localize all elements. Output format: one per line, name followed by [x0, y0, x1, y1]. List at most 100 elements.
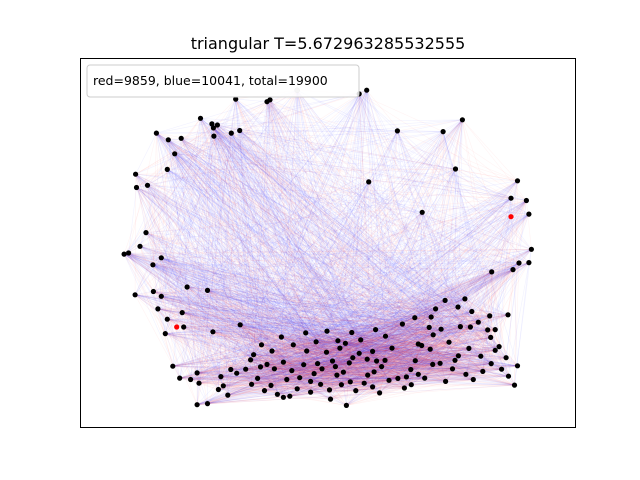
edge-red — [257, 271, 492, 379]
edge-blue — [213, 127, 353, 333]
edge-blue — [231, 132, 432, 318]
edge-blue — [440, 213, 530, 330]
node-point — [422, 375, 428, 381]
edge-blue — [156, 132, 327, 353]
edge-blue — [217, 124, 527, 201]
edge-red — [266, 101, 354, 358]
edge-blue — [183, 200, 527, 328]
edge-blue — [373, 213, 530, 373]
edge-blue — [406, 271, 492, 378]
edge-blue — [145, 212, 423, 233]
edge-red — [289, 262, 530, 397]
edge-red — [445, 200, 527, 382]
node-point — [284, 376, 290, 383]
edge-blue — [207, 290, 328, 332]
node-point — [214, 122, 220, 128]
edge-blue — [147, 185, 390, 381]
edge-blue — [156, 132, 412, 370]
edge-red — [235, 99, 321, 385]
edge-blue — [217, 124, 382, 367]
edge-blue — [375, 262, 530, 330]
edge-red — [147, 185, 251, 361]
edge-blue — [156, 132, 272, 386]
node-point — [211, 133, 217, 139]
edge-red — [156, 132, 459, 357]
edge-red — [251, 101, 268, 385]
edge-blue — [250, 101, 268, 360]
edge-blue — [454, 168, 456, 361]
edge-red — [167, 168, 456, 320]
edge-red — [270, 212, 423, 386]
edge-blue — [231, 132, 338, 376]
edge-blue — [213, 127, 492, 364]
edge-red — [239, 130, 365, 384]
edge-blue — [200, 118, 530, 263]
edge-red — [128, 252, 154, 292]
edge-red — [147, 185, 262, 345]
edge-blue — [251, 90, 298, 385]
edge-blue — [198, 99, 271, 384]
edge-blue — [180, 138, 419, 375]
edge-red — [266, 99, 271, 365]
edge-red — [152, 264, 450, 343]
edge-blue — [207, 290, 466, 375]
edge-red — [271, 197, 512, 352]
edge-blue — [167, 169, 300, 378]
edge-blue — [329, 262, 520, 391]
edge-red — [391, 200, 527, 349]
edge-blue — [349, 262, 520, 364]
edge-blue — [235, 98, 492, 364]
edge-blue — [211, 123, 323, 369]
edge-red — [296, 90, 471, 328]
edge-red — [182, 271, 492, 313]
edge-blue — [161, 296, 433, 365]
edge-blue — [239, 130, 530, 263]
edge-red — [152, 264, 237, 374]
edge-red — [421, 213, 530, 346]
edge-red — [332, 200, 527, 362]
edge-red — [157, 308, 328, 332]
edge-red — [381, 262, 530, 367]
edge-red — [145, 232, 265, 391]
edge-blue — [200, 118, 419, 375]
edge-blue — [217, 124, 229, 396]
edge-red — [156, 132, 415, 318]
edge-red — [156, 132, 512, 199]
edge-blue — [182, 249, 532, 313]
edge-red — [124, 253, 469, 349]
edge-blue — [128, 252, 307, 352]
edge-blue — [128, 252, 469, 349]
edge-red — [358, 93, 405, 389]
edge-blue — [156, 132, 430, 328]
edge-blue — [145, 232, 291, 397]
edge-blue — [207, 290, 450, 343]
edge-blue — [157, 308, 246, 370]
edge-red — [136, 187, 500, 347]
edge-red — [296, 90, 331, 400]
edge-blue — [212, 200, 527, 333]
node-point — [126, 250, 132, 256]
edge-blue — [128, 252, 431, 350]
edge-blue — [253, 119, 463, 355]
edge-red — [145, 98, 236, 233]
edge-blue — [296, 90, 304, 365]
edge-blue — [136, 187, 224, 386]
edge-red — [157, 308, 368, 376]
edge-red — [266, 101, 502, 370]
edge-blue — [198, 124, 218, 384]
edge-blue — [156, 132, 496, 330]
edge-red — [135, 173, 515, 386]
edge-red — [462, 119, 527, 201]
edge-red — [153, 291, 509, 377]
edge-blue — [424, 198, 512, 379]
edge-blue — [136, 187, 214, 332]
edge-red — [147, 185, 422, 346]
edge-red — [266, 101, 307, 352]
edge-blue — [239, 130, 288, 380]
edge-blue — [251, 99, 271, 385]
edge-blue — [168, 139, 288, 380]
edge-red — [153, 291, 174, 367]
edge-blue — [128, 252, 373, 352]
edge-blue — [135, 294, 352, 333]
edge-blue — [128, 252, 162, 259]
